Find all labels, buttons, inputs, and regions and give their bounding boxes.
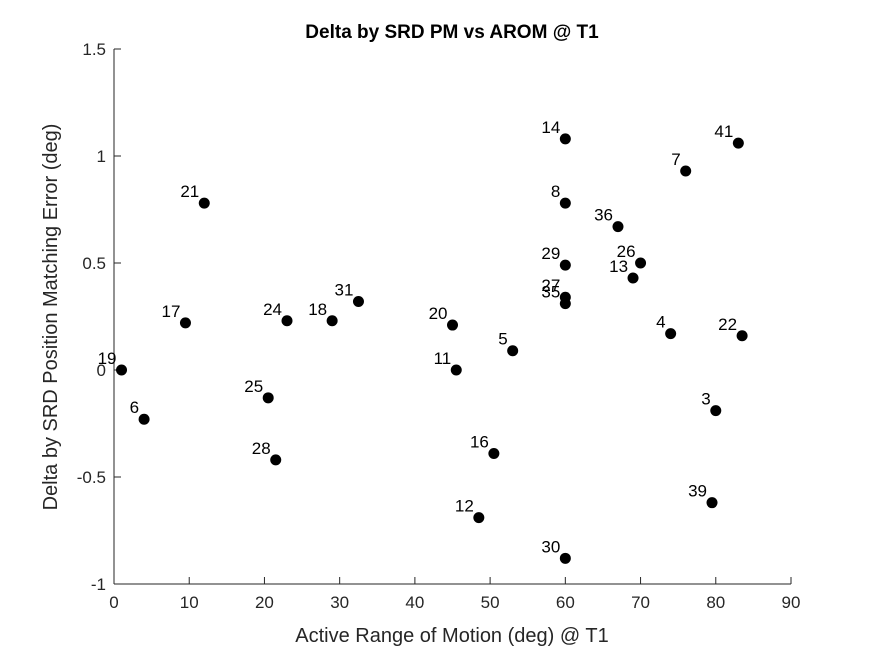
data-point	[710, 405, 722, 417]
y-tick-label: -1	[91, 575, 106, 594]
x-tick-label: 60	[556, 593, 575, 612]
x-tick-label: 50	[481, 593, 500, 612]
data-point	[507, 345, 519, 357]
data-point	[450, 364, 462, 376]
y-tick-label: 0.5	[82, 254, 106, 273]
data-point	[665, 328, 677, 340]
point-label: 25	[244, 377, 263, 396]
data-point	[179, 317, 191, 329]
data-point	[559, 259, 571, 271]
data-point	[270, 454, 282, 466]
x-tick-label: 70	[631, 593, 650, 612]
data-point	[736, 330, 748, 342]
data-point	[281, 315, 293, 327]
point-label: 14	[541, 118, 560, 137]
data-point	[732, 137, 744, 149]
data-point	[198, 197, 210, 209]
data-point	[326, 315, 338, 327]
point-label: 13	[609, 257, 628, 276]
y-tick-label: 1	[97, 147, 106, 166]
y-tick-label: -0.5	[77, 468, 106, 487]
data-point	[680, 165, 692, 177]
y-axis-label: Delta by SRD Position Matching Error (de…	[40, 124, 62, 511]
data-point	[138, 413, 150, 425]
point-label: 36	[594, 206, 613, 225]
data-point	[706, 497, 718, 509]
point-label: 20	[429, 304, 448, 323]
point-label: 5	[498, 330, 507, 349]
point-label: 6	[130, 398, 139, 417]
data-point	[488, 447, 500, 459]
x-tick-label: 90	[782, 593, 801, 612]
data-point	[635, 257, 647, 269]
axes	[113, 49, 791, 585]
data-point	[559, 298, 571, 310]
x-tick-label: 40	[405, 593, 424, 612]
point-label: 19	[98, 349, 117, 368]
point-label: 28	[252, 439, 271, 458]
point-label: 21	[180, 182, 199, 201]
point-label: 31	[335, 281, 354, 300]
data-point	[559, 133, 571, 145]
x-axis-label: Active Range of Motion (deg) @ T1	[295, 625, 608, 647]
point-label: 26	[617, 242, 636, 261]
data-point	[447, 319, 458, 331]
point-label: 3	[701, 390, 710, 409]
point-label: 4	[656, 313, 665, 332]
point-label: 22	[718, 315, 737, 334]
point-label: 27	[541, 276, 560, 295]
chart-title: Delta by SRD PM vs AROM @ T1	[305, 22, 599, 43]
x-tick-label: 0	[109, 593, 118, 612]
data-point	[559, 552, 571, 564]
data-point	[627, 272, 639, 284]
axis-ticks: 0 10 20 30 40 50 60 70 80 90 -1 -0.5 0 0.5 1 1.5	[77, 40, 801, 612]
point-label: 41	[714, 122, 733, 141]
point-label: 8	[551, 182, 560, 201]
point-label: 39	[688, 482, 707, 501]
point-label: 24	[263, 300, 282, 319]
point-label: 16	[470, 432, 489, 451]
data-point	[262, 392, 274, 404]
data-point	[116, 364, 128, 376]
point-label: 17	[162, 302, 181, 321]
x-tick-label: 80	[706, 593, 725, 612]
x-tick-label: 20	[255, 593, 274, 612]
point-label: 18	[308, 300, 327, 319]
data-point	[473, 512, 485, 524]
data-point	[352, 296, 364, 308]
data-point	[612, 221, 624, 233]
point-label: 11	[434, 349, 452, 368]
x-tick-label: 30	[330, 593, 349, 612]
point-label: 7	[671, 150, 680, 169]
point-label: 12	[455, 497, 474, 516]
y-tick-label: 1.5	[82, 40, 106, 59]
point-label: 30	[541, 537, 560, 556]
point-label: 29	[541, 244, 560, 263]
x-tick-label: 10	[180, 593, 199, 612]
data-point	[559, 197, 571, 209]
point-label: 35	[541, 283, 560, 302]
y-tick-label: 0	[97, 361, 106, 380]
